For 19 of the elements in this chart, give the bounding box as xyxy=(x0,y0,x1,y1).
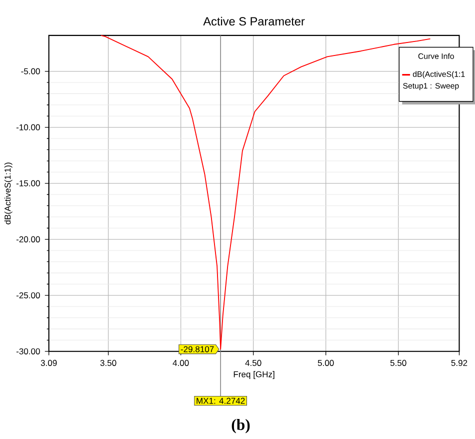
chart-title: Active S Parameter xyxy=(203,16,305,26)
x-axis-title: Freq [GHz] xyxy=(234,371,274,380)
x-tick-label: 3.50 xyxy=(100,360,116,366)
x-tick-label: 4.00 xyxy=(172,360,189,366)
y-tick-label: -10.00 xyxy=(16,124,40,130)
x-tick-label: 5.00 xyxy=(318,360,334,366)
x-tick-label: 4.50 xyxy=(245,360,262,366)
y-tick-label: -5.00 xyxy=(21,68,40,74)
ref-line-label: MX1: 4.2742 xyxy=(196,398,245,404)
x-tick-label: 5.92 xyxy=(451,360,468,366)
y-axis-title: dB(ActiveS(1:1)) xyxy=(4,162,12,224)
y-tick-label: -20.00 xyxy=(16,236,40,242)
y-tick-label: -15.00 xyxy=(16,180,40,186)
text: (b) xyxy=(232,419,250,434)
y-tick-label: -30.00 xyxy=(16,348,40,354)
annotation: -29.8107 xyxy=(180,346,214,352)
y-tick-label: -25.00 xyxy=(16,292,40,298)
x-tick-label: 3.09 xyxy=(40,360,57,366)
x-tick-label: 5.50 xyxy=(390,360,406,366)
